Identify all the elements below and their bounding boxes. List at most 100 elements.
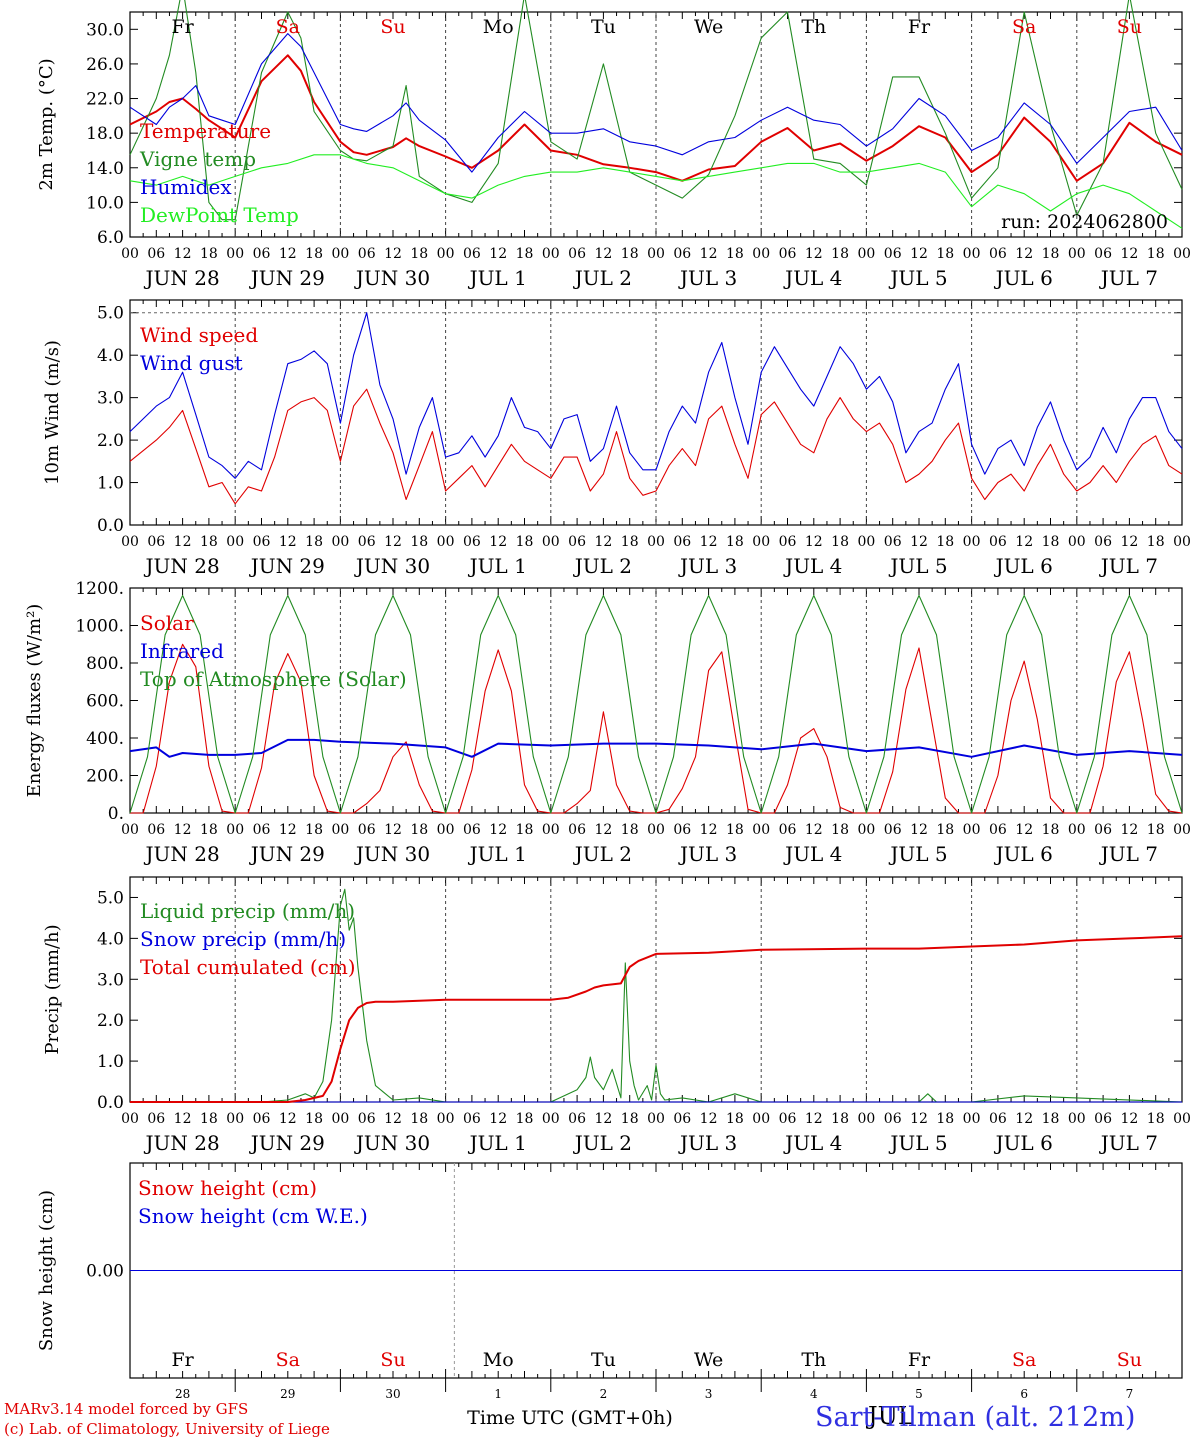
model-credit: MARv3.14 model forced by GFS — [4, 1400, 249, 1418]
date-label: JUN 29 — [249, 554, 325, 578]
weekday-label: We — [694, 16, 723, 38]
hour-label: 06 — [1094, 822, 1112, 838]
hour-label: 18 — [516, 1111, 534, 1127]
legend-entry: Snow precip (mm/h) — [140, 927, 346, 951]
day-number-label: 4 — [810, 1387, 818, 1401]
hour-label: 12 — [384, 822, 402, 838]
date-label: JUL 4 — [783, 842, 842, 866]
date-label: JUL 5 — [888, 842, 947, 866]
hour-label: 12 — [910, 534, 928, 550]
hour-label: 18 — [621, 246, 639, 262]
hour-label: 12 — [279, 822, 297, 838]
hour-label: 00 — [1068, 1111, 1086, 1127]
weekday-label: Fr — [908, 16, 931, 38]
hour-label: 00 — [647, 534, 665, 550]
date-label: JUN 30 — [354, 842, 430, 866]
series-dewpoint-temp — [129, 154, 1183, 229]
hour-label: 00 — [542, 822, 560, 838]
hour-label: 18 — [516, 246, 534, 262]
hour-label: 06 — [253, 534, 271, 550]
hour-label: 06 — [673, 1111, 691, 1127]
day-number-label: 6 — [1020, 1387, 1028, 1401]
series-total-cumulated-cm- — [130, 935, 1183, 1103]
hour-label: 12 — [700, 822, 718, 838]
date-label: JUN 30 — [354, 1131, 430, 1155]
date-label: JUL 5 — [888, 266, 947, 290]
y-tick-label: 14.0 — [86, 159, 124, 179]
date-label: JUL 7 — [1099, 842, 1158, 866]
y-tick-label: 0.0 — [97, 1093, 124, 1113]
hour-label: 06 — [673, 534, 691, 550]
legend-entry: Vigne temp — [139, 147, 256, 171]
series-temperature — [129, 54, 1183, 182]
hour-label: 12 — [594, 1111, 612, 1127]
weekday-label: Th — [801, 1349, 826, 1371]
hour-label: 18 — [1042, 246, 1060, 262]
y-tick-label: 10.0 — [86, 193, 124, 213]
hour-label: 18 — [200, 246, 218, 262]
date-label: JUL 7 — [1099, 554, 1158, 578]
hour-label: 12 — [489, 1111, 507, 1127]
date-label: JUL 6 — [994, 1131, 1053, 1155]
hour-label: 00 — [857, 822, 875, 838]
hour-label: 12 — [594, 534, 612, 550]
hour-label: 18 — [831, 822, 849, 838]
hour-label: 18 — [831, 246, 849, 262]
hour-label: 18 — [726, 534, 744, 550]
weekday-label: Su — [1117, 16, 1142, 38]
weekday-label: Su — [380, 16, 405, 38]
date-label: JUL 5 — [888, 554, 947, 578]
hour-label: 00 — [963, 534, 981, 550]
station-name: Sart-Tilman (alt. 212m) — [815, 1402, 1136, 1433]
hour-label: 18 — [410, 246, 428, 262]
hour-label: 06 — [463, 822, 481, 838]
hour-label: 12 — [805, 534, 823, 550]
hour-label: 00 — [121, 246, 139, 262]
hour-label: 12 — [279, 246, 297, 262]
y-axis-label: Snow height (cm) — [36, 1190, 57, 1351]
y-tick-label: 1000. — [75, 617, 124, 637]
y-tick-label: 5.0 — [97, 888, 124, 908]
date-label: JUL 6 — [994, 842, 1053, 866]
legend-entry: Wind gust — [140, 351, 243, 375]
hour-label: 18 — [200, 1111, 218, 1127]
hour-label: 06 — [358, 246, 376, 262]
weekday-label: Sa — [1012, 1349, 1036, 1371]
hour-label: 12 — [910, 246, 928, 262]
hour-label: 12 — [1015, 1111, 1033, 1127]
hour-label: 00 — [1173, 246, 1191, 262]
weekday-label: Tu — [591, 16, 616, 38]
hour-label: 00 — [226, 822, 244, 838]
y-tick-label: 1200. — [75, 579, 124, 599]
hour-label: 06 — [253, 246, 271, 262]
day-number-label: 5 — [915, 1387, 923, 1401]
y-tick-label: 2.0 — [97, 431, 124, 451]
y-tick-label: 2.0 — [97, 1011, 124, 1031]
hour-label: 06 — [779, 1111, 797, 1127]
series-infrared — [129, 738, 1183, 758]
hour-label: 06 — [673, 246, 691, 262]
hour-label: 06 — [568, 246, 586, 262]
hour-label: 06 — [989, 246, 1007, 262]
hour-label: 00 — [1068, 822, 1086, 838]
hour-label: 12 — [594, 822, 612, 838]
day-number-label: 28 — [175, 1387, 190, 1401]
hour-label: 00 — [963, 822, 981, 838]
hour-label: 06 — [989, 822, 1007, 838]
hour-label: 00 — [437, 246, 455, 262]
legend-entry: Snow height (cm W.E.) — [138, 1204, 368, 1228]
date-label: JUL 1 — [468, 1131, 527, 1155]
date-label: JUL 1 — [468, 554, 527, 578]
hour-label: 06 — [779, 822, 797, 838]
hour-label: 12 — [805, 246, 823, 262]
legend-entry: Snow height (cm) — [138, 1176, 317, 1200]
hour-label: 18 — [516, 822, 534, 838]
date-label: JUL 1 — [468, 842, 527, 866]
hour-label: 00 — [542, 1111, 560, 1127]
series-wind-gust — [129, 312, 1183, 479]
hour-label: 00 — [437, 534, 455, 550]
weekday-label: Fr — [908, 1349, 931, 1371]
hour-label: 18 — [1147, 1111, 1165, 1127]
hour-label: 06 — [358, 822, 376, 838]
hour-label: 12 — [910, 1111, 928, 1127]
